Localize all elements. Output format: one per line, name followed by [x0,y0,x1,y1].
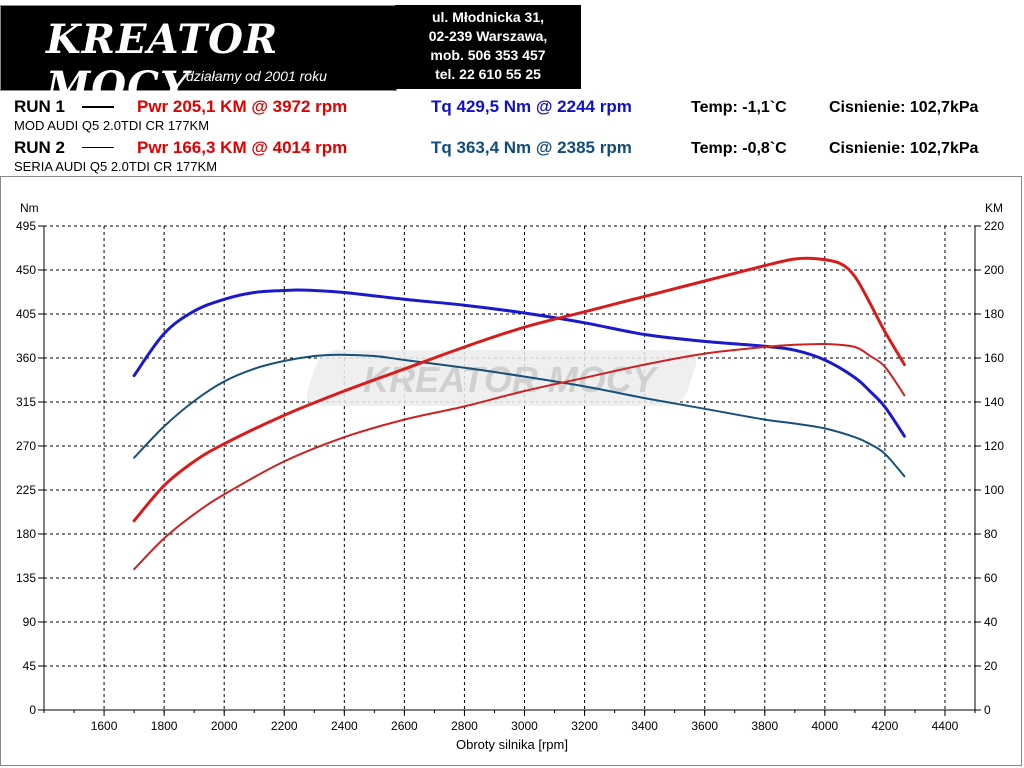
address-line: 02-239 Warszawa, [428,28,548,44]
x-tick-label: 3600 [691,719,718,733]
x-tick-label: 2600 [391,719,418,733]
y-tick-label-left: 135 [16,571,36,585]
run2-legend-line [82,147,114,148]
x-tick-label: 3800 [751,719,778,733]
logo-brand: KREATOR MOCY [46,16,279,110]
y-tick-label-left: 315 [16,395,36,409]
y-tick-label-left: 495 [16,219,36,233]
x-tick-label: 4200 [872,719,899,733]
y-tick-label-right: 140 [984,395,1004,409]
watermark-badge [306,350,697,406]
run1-label: RUN 1 [14,97,66,116]
address-line: tel. 22 610 55 25 [435,66,541,82]
x-tick-label: 4000 [811,719,838,733]
y-tick-label-left: 225 [16,483,36,497]
y-tick-label-right: 40 [984,615,998,629]
y-tick-label-right: 80 [984,527,998,541]
run2-power: Pwr 166,3 KM @ 4014 rpm [137,138,348,157]
y-tick-label-right: 180 [984,307,1004,321]
run1-pressure: Cisnienie: 102,7kPa [829,99,979,116]
run2-desc: SERIA AUDI Q5 2.0TDI CR 177KM [14,159,218,174]
y-tick-label-left: 405 [16,307,36,321]
y-tick-label-left: 450 [16,263,36,277]
y-tick-label-right: 100 [984,483,1004,497]
y-tick-label-left: 45 [23,659,37,673]
x-tick-label: 1800 [151,719,178,733]
series-line-3 [132,256,906,523]
y-tick-label-left: 90 [23,615,37,629]
y-tick-label-right: 160 [984,351,1004,365]
logo-tagline: działamy od 2001 roku [186,68,327,84]
x-tick-label: 2400 [331,719,358,733]
run1-power: Pwr 205,1 KM @ 3972 rpm [137,97,348,116]
run2-temp: Temp: -0,8`C [691,140,787,157]
x-tick-label: 4400 [932,719,959,733]
run2-torque: Tq 363,4 Nm @ 2385 rpm [431,138,632,157]
run2-label: RUN 2 [14,138,66,157]
y-tick-label-right: 120 [984,439,1004,453]
x-tick-label: 3200 [571,719,598,733]
x-axis-label: Obroty silnika [rpm] [456,737,568,752]
y-axis-label-right: KM [985,201,1003,215]
logo: KREATOR MOCY działamy od 2001 roku [0,5,397,110]
x-tick-label: 2200 [271,719,298,733]
y-tick-label-right: 0 [984,703,991,717]
y-axis-label-left: Nm [20,201,39,215]
address-block: ul. Młodnicka 31, 02-239 Warszawa, mob. … [395,5,581,89]
x-tick-label: 2000 [211,719,238,733]
series-line-1 [132,288,906,438]
x-tick-label: 3400 [631,719,658,733]
run1-temp: Temp: -1,1`C [691,99,787,116]
address-line: mob. 506 353 457 [430,47,546,63]
y-tick-label-right: 200 [984,263,1004,277]
run2-pressure: Cisnienie: 102,7kPa [829,140,979,157]
run1-torque: Tq 429,5 Nm @ 2244 rpm [431,97,632,116]
y-tick-label-right: 220 [984,219,1004,233]
y-tick-label-right: 20 [984,659,998,673]
y-tick-label-left: 180 [16,527,36,541]
address-line: ul. Młodnicka 31, [431,9,545,25]
y-tick-label-left: 0 [29,703,36,717]
x-tick-label: 3000 [511,719,538,733]
series-line-4 [133,343,906,571]
run1-desc: MOD AUDI Q5 2.0TDI CR 177KM [14,118,210,133]
y-tick-label-left: 360 [16,351,36,365]
chart-frame [0,176,1022,766]
x-tick-label: 1600 [91,719,118,733]
y-tick-label-right: 60 [984,571,998,585]
run1-legend-line [82,106,114,108]
series-line-2 [133,353,906,478]
y-tick-label-left: 270 [16,439,36,453]
x-tick-label: 2800 [451,719,478,733]
